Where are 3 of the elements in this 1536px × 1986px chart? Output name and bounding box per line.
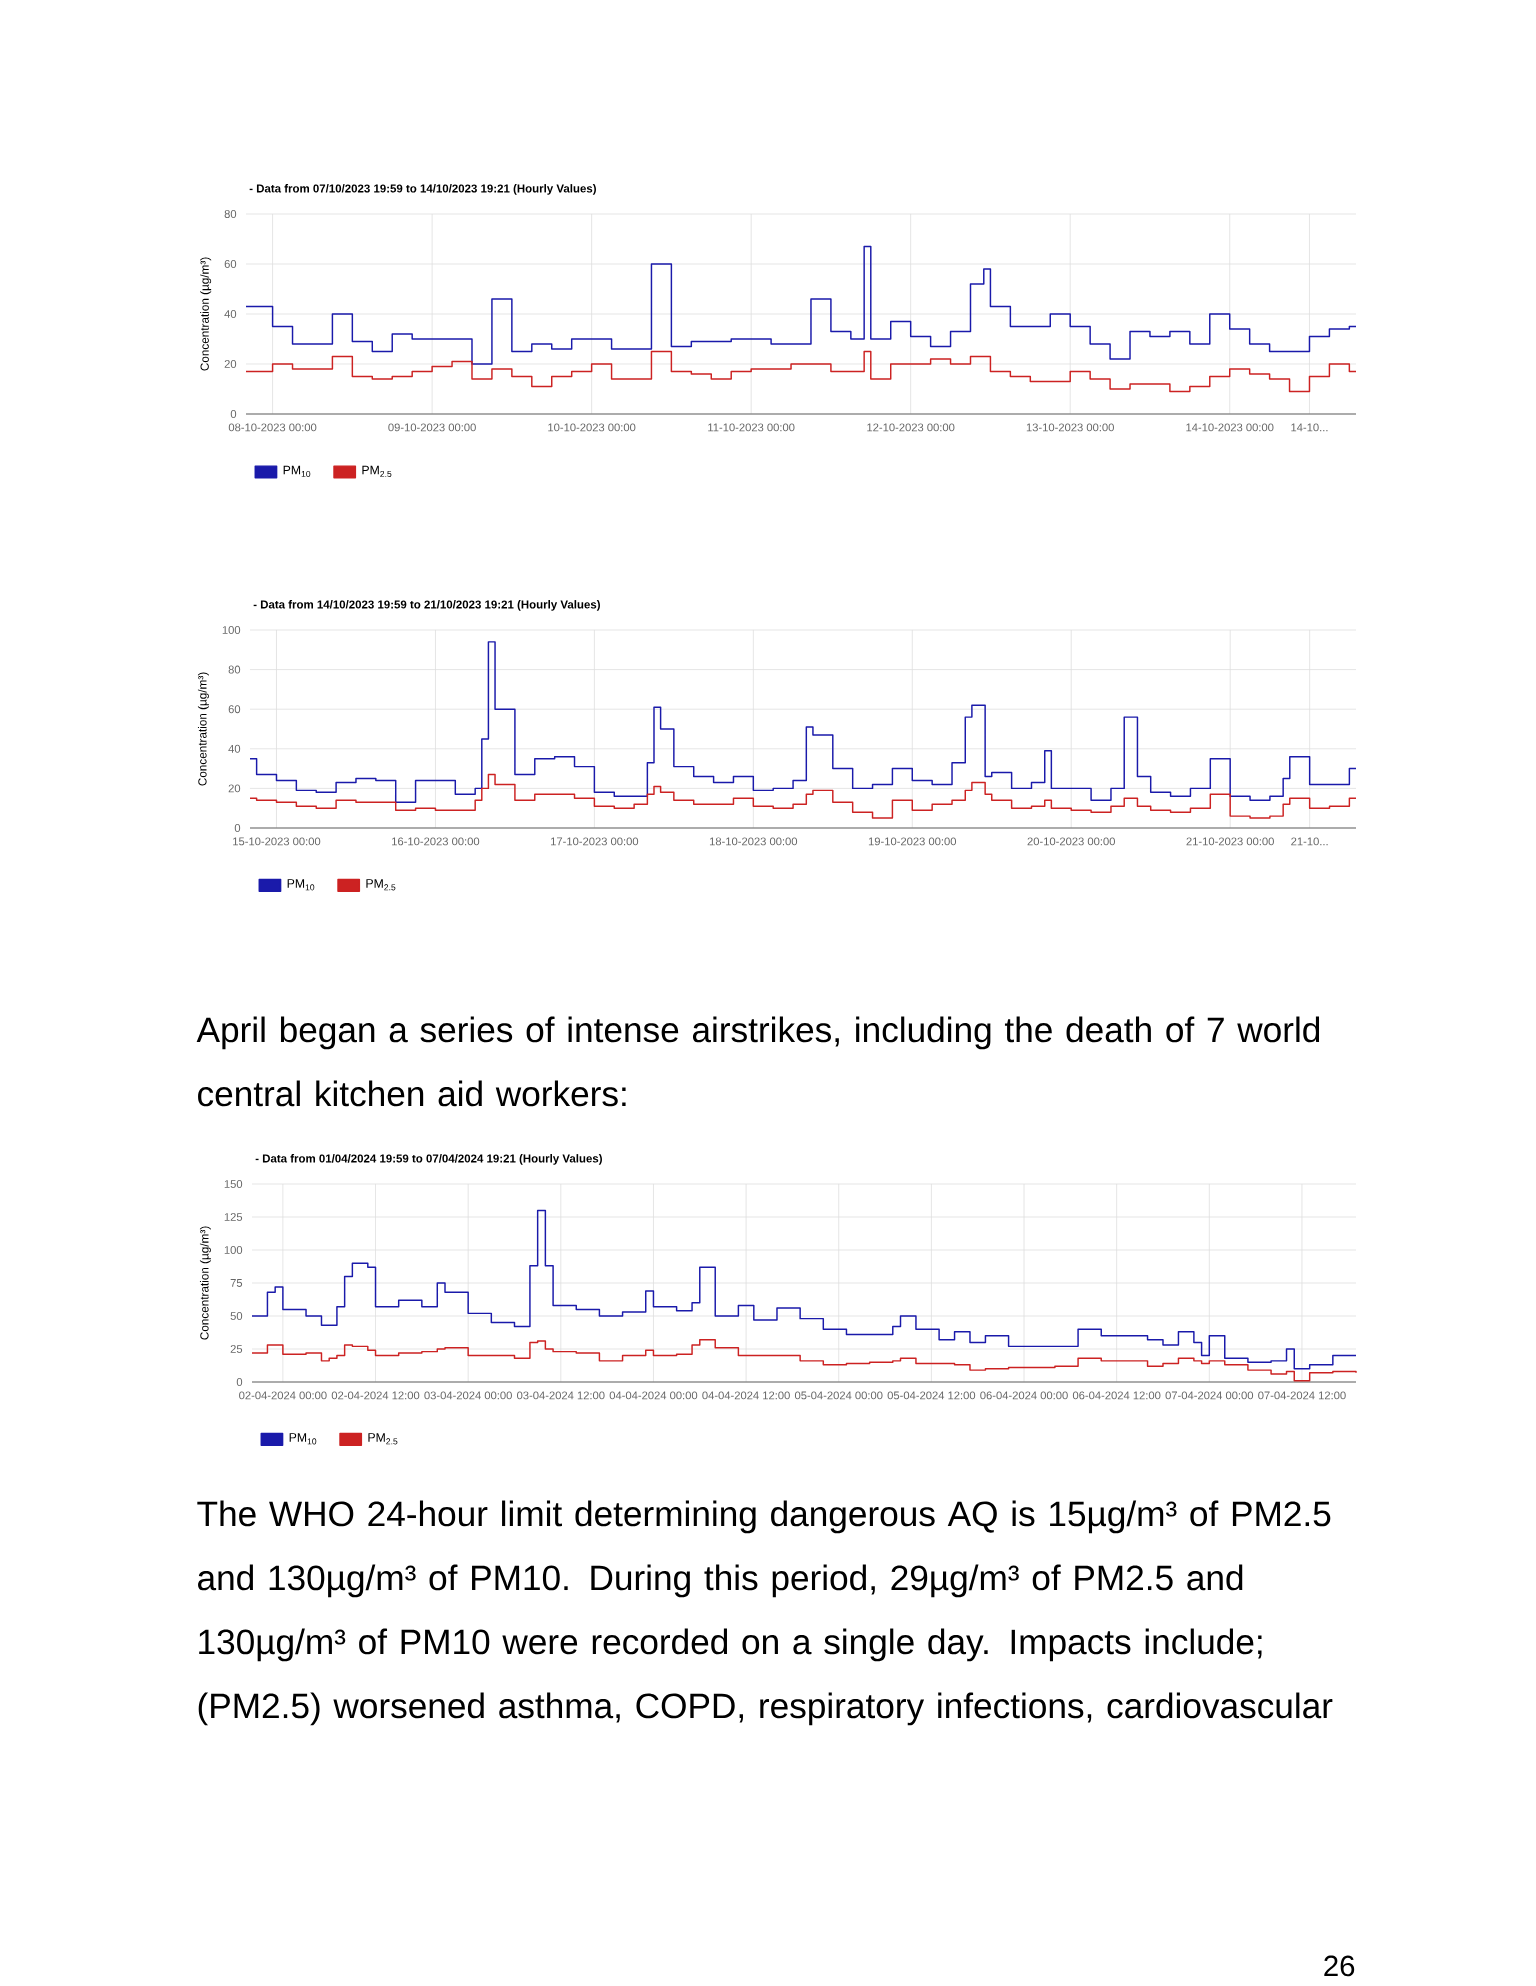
text: April began a series of intense airstrikes, including the death of 7 world central kitchen aid workers: xyxy=(196,1016,1320,1107)
text: 26 xyxy=(1324,1955,1355,1977)
text: The WHO 24-hour limit determining dangerous AQ is 15µg/m³ of PM2.5 and 130µg/m³ of PM10. During this period, 29µg/m³ of PM2.5 and 130µg/m³ of PM10 were recorded on a single day. Impacts include; (PM2.5) worsened asthma, COPD, respiratory infections, cardiovascular xyxy=(197,1500,1333,1726)
